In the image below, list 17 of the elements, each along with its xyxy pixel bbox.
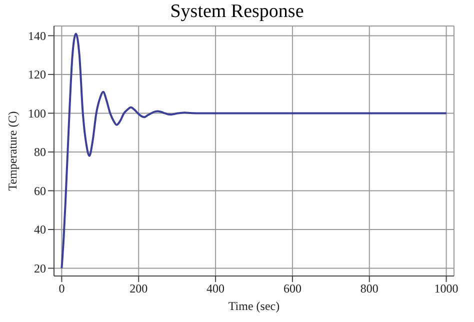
x-tick-label: 200 xyxy=(130,282,148,296)
x-tick-label: 800 xyxy=(360,282,378,296)
line-series xyxy=(60,32,448,270)
x-axis-title: Time (sec) xyxy=(228,299,280,313)
y-tick-label: 80 xyxy=(34,145,46,160)
y-tick-label: 60 xyxy=(34,184,46,198)
chart-title: System Response xyxy=(169,1,305,24)
x-tick-label: 400 xyxy=(206,282,225,296)
x-tick-label: 1000 xyxy=(434,282,458,296)
x-tick-label: 600 xyxy=(283,282,302,296)
y-tick-label: 140 xyxy=(28,28,46,43)
y-tick-label: 40 xyxy=(34,222,46,237)
y-tick-label: 20 xyxy=(34,262,46,276)
x-tick-label: 0 xyxy=(58,282,65,296)
y-tick-label: 120 xyxy=(28,68,46,82)
y-axis-title: Temperature (C) xyxy=(5,111,20,191)
y-tick-label: 100 xyxy=(28,106,46,120)
